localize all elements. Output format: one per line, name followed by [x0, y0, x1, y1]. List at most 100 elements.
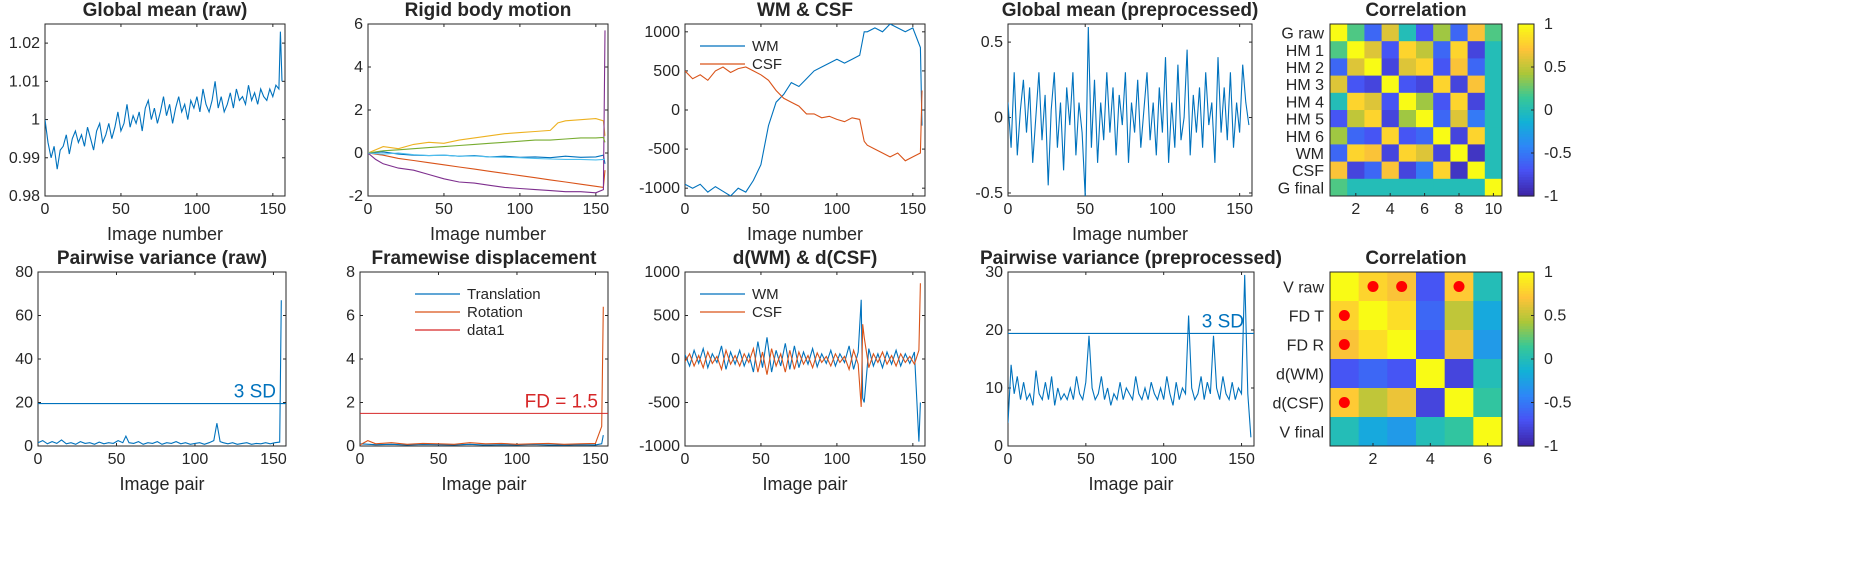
heatmap-cell	[1484, 24, 1503, 42]
heatmap-cell	[1444, 359, 1474, 389]
x-tick-label: 50	[752, 201, 770, 218]
heatmap-cell	[1381, 178, 1400, 197]
legend-label: Translation	[467, 286, 541, 303]
colorbar-segment	[1518, 104, 1534, 108]
colorbar-segment	[1518, 391, 1534, 395]
axes-box	[37, 271, 287, 447]
legend-label: WM	[752, 38, 779, 55]
heatmap-cell	[1473, 417, 1503, 447]
colorbar-segment	[1518, 193, 1534, 197]
heatmap-cell	[1416, 41, 1434, 59]
colorbar-tick-label: -0.5	[1544, 395, 1572, 412]
colorbar-tick-label: -1	[1544, 188, 1558, 205]
y-tick-label: 0.98	[9, 188, 40, 205]
x-tick-label: 2	[1369, 451, 1378, 468]
x-tick-label: 100	[184, 201, 211, 218]
heatmap-cell	[1387, 388, 1417, 418]
colorbar-segment	[1518, 139, 1534, 143]
x-tick-label: 150	[260, 451, 287, 468]
threshold-label: 3 SD	[234, 382, 276, 403]
heatmap-cell	[1398, 24, 1417, 42]
colorbar-segment	[1518, 326, 1534, 330]
heatmap-cell	[1398, 92, 1417, 111]
heatmap-cell	[1433, 127, 1451, 145]
y-tick-label: 2	[354, 102, 363, 119]
heatmap-cell	[1433, 92, 1451, 111]
heatmap-cell	[1358, 359, 1388, 389]
series-line-csf	[685, 283, 921, 407]
heatmap-cell	[1416, 110, 1434, 128]
x-tick-label: 100	[824, 201, 851, 218]
y-tick-label: 1	[31, 112, 40, 129]
series-line-0	[45, 31, 283, 170]
y-tick-label: 4	[354, 59, 363, 76]
colorbar-tick-label: -0.5	[1544, 145, 1572, 162]
chart-title: d(WM) & d(CSF)	[733, 248, 878, 269]
chart-title: Framewise displacement	[372, 248, 598, 269]
x-tick-label: 100	[1149, 201, 1176, 218]
heatmap-cell	[1330, 161, 1348, 180]
heatmap-cell	[1330, 41, 1348, 59]
x-tick-label: 0	[34, 451, 43, 468]
heatmap-cell	[1416, 161, 1434, 180]
colorbar-segment	[1518, 285, 1534, 289]
row-label: WM	[1296, 146, 1324, 163]
colorbar-segment	[1518, 155, 1534, 159]
series-line-0	[1008, 274, 1252, 438]
colorbar-segment	[1518, 418, 1534, 423]
heatmap-cell	[1358, 330, 1388, 360]
colorbar-segment	[1518, 182, 1534, 186]
row-label: d(WM)	[1276, 367, 1324, 384]
significance-marker	[1453, 281, 1465, 292]
x-tick-label: 150	[582, 451, 609, 468]
x-tick-label: 100	[504, 451, 531, 468]
y-tick-label: 10	[985, 380, 1003, 397]
y-tick-label: 0	[24, 438, 33, 455]
colorbar-segment	[1518, 372, 1534, 376]
heatmap-cell	[1347, 24, 1365, 42]
x-axis-label: Image number	[107, 224, 223, 244]
colorbar-segment	[1518, 331, 1534, 336]
y-tick-label: 0	[346, 438, 355, 455]
heatmap-cell	[1330, 144, 1348, 163]
axes-box	[684, 23, 926, 197]
x-tick-label: 150	[899, 451, 926, 468]
colorbar-segment	[1518, 378, 1534, 382]
significance-marker	[1396, 281, 1408, 292]
colorbar-segment	[1518, 107, 1534, 111]
colorbar-segment	[1518, 413, 1534, 417]
colorbar-segment	[1518, 153, 1534, 157]
colorbar-segment	[1518, 296, 1534, 300]
heatmap-cell	[1467, 75, 1486, 94]
y-tick-label: 0	[994, 110, 1003, 127]
y-tick-label: 500	[653, 63, 680, 80]
heatmap-cell	[1416, 330, 1446, 360]
heatmap-cell	[1381, 92, 1400, 111]
y-tick-label: 0	[671, 102, 680, 119]
x-tick-label: 100	[824, 451, 851, 468]
colorbar-segment	[1518, 171, 1534, 176]
colorbar-segment	[1518, 169, 1534, 173]
x-tick-label: 50	[435, 201, 453, 218]
colorbar-segment	[1518, 123, 1534, 127]
colorbar-segment	[1518, 288, 1534, 292]
heatmap-cell	[1416, 75, 1434, 94]
heatmap-cell	[1467, 161, 1486, 180]
chart-title: Correlation	[1365, 248, 1466, 269]
heatmap-cell	[1381, 58, 1400, 77]
colorbar-segment	[1518, 353, 1534, 357]
x-tick-label: 150	[899, 201, 926, 218]
colorbar-segment	[1518, 99, 1534, 103]
colorbar-segment	[1518, 337, 1534, 341]
heatmap-cell	[1364, 41, 1383, 59]
colorbar-segment	[1518, 361, 1534, 366]
x-tick-label: 0	[364, 201, 373, 218]
chart-title: Rigid body motion	[405, 0, 572, 21]
x-tick-label: 10	[1485, 201, 1503, 218]
heatmap-cell	[1364, 144, 1383, 163]
heatmap-cell	[1467, 41, 1486, 59]
heatmap-cell	[1398, 144, 1417, 163]
colorbar-tick-label: 0.5	[1544, 308, 1566, 325]
row-label: G raw	[1281, 26, 1324, 43]
colorbar-segment	[1518, 150, 1534, 154]
